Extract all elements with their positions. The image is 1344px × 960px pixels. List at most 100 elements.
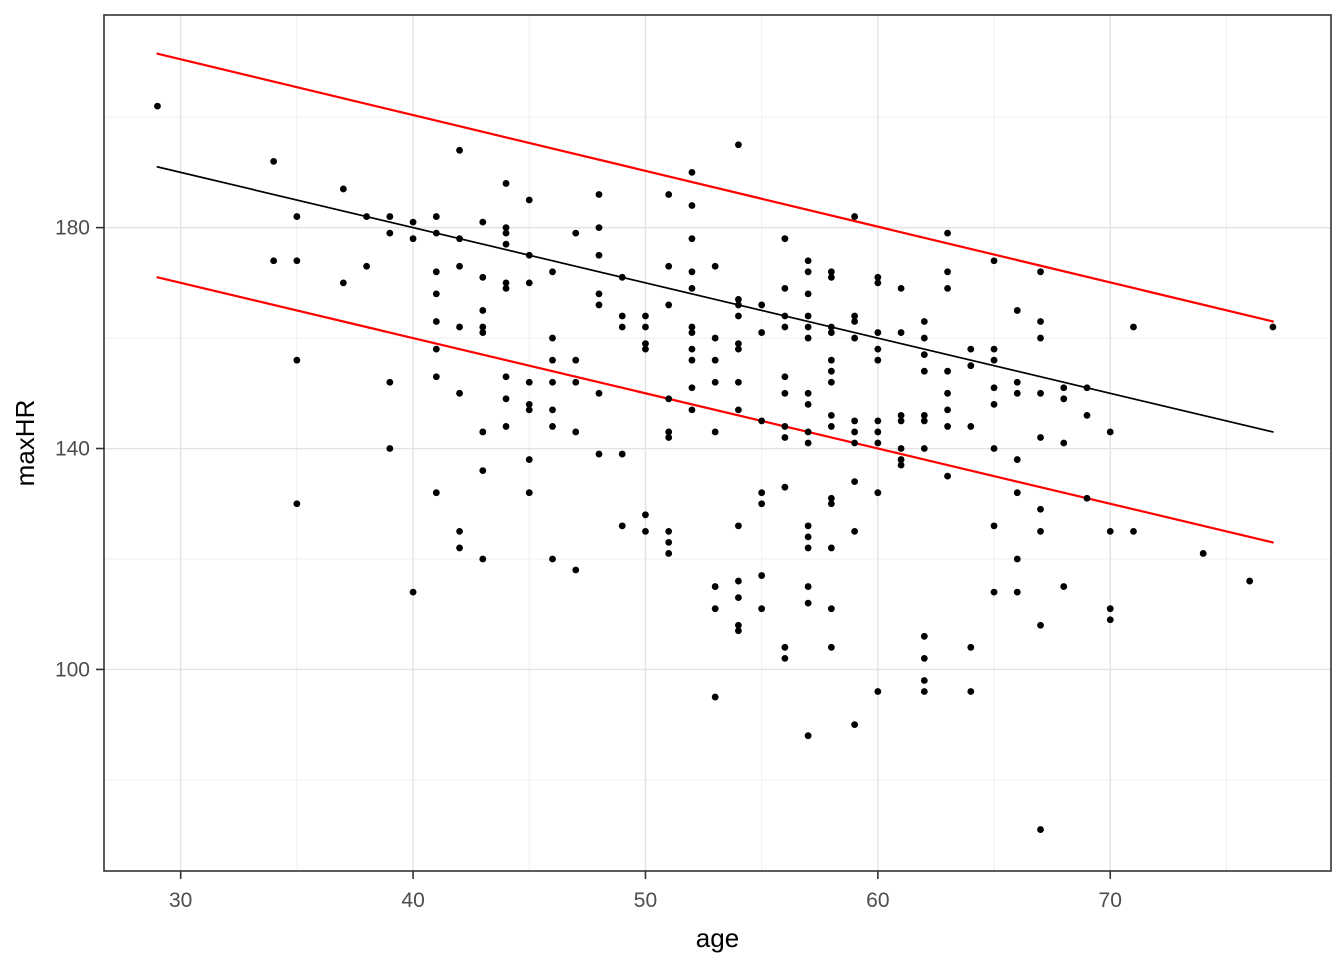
data-point bbox=[618, 522, 626, 530]
data-point bbox=[781, 373, 789, 381]
data-point bbox=[804, 544, 812, 552]
data-point bbox=[1106, 527, 1114, 535]
data-point bbox=[456, 389, 463, 397]
data-point bbox=[293, 213, 301, 220]
data-point bbox=[665, 434, 673, 441]
data-point bbox=[781, 423, 789, 430]
data-point bbox=[1013, 489, 1021, 497]
data-point bbox=[642, 340, 649, 347]
data-point bbox=[827, 494, 835, 502]
data-point bbox=[688, 284, 696, 292]
data-point bbox=[642, 323, 649, 331]
data-point bbox=[456, 262, 463, 270]
data-point bbox=[525, 196, 533, 204]
data-point bbox=[595, 224, 603, 232]
data-point bbox=[525, 489, 533, 497]
data-point bbox=[827, 268, 835, 276]
data-point bbox=[804, 400, 812, 408]
data-point bbox=[386, 213, 394, 220]
data-point bbox=[735, 312, 742, 320]
data-point bbox=[827, 367, 835, 375]
data-point bbox=[711, 583, 719, 590]
data-point bbox=[711, 693, 719, 701]
data-point bbox=[874, 688, 882, 695]
data-point bbox=[1037, 621, 1044, 629]
upper-prediction-line bbox=[156, 52, 1275, 323]
data-point bbox=[781, 643, 789, 651]
data-point bbox=[990, 522, 998, 530]
data-point bbox=[804, 257, 812, 265]
data-point bbox=[874, 439, 882, 447]
data-point bbox=[1037, 505, 1044, 513]
data-point bbox=[688, 384, 696, 392]
data-point bbox=[688, 329, 696, 336]
data-point bbox=[758, 572, 766, 579]
data-point bbox=[874, 279, 882, 287]
data-point bbox=[804, 732, 812, 740]
data-point bbox=[711, 262, 719, 270]
data-point bbox=[735, 345, 742, 353]
data-point bbox=[1037, 527, 1044, 535]
data-point bbox=[1130, 527, 1137, 535]
data-point bbox=[944, 472, 951, 480]
data-point bbox=[549, 334, 556, 342]
data-point bbox=[642, 527, 649, 535]
data-point bbox=[549, 406, 556, 414]
data-point bbox=[502, 224, 510, 232]
data-point bbox=[363, 213, 370, 220]
data-point bbox=[665, 301, 673, 309]
data-point bbox=[688, 168, 696, 176]
data-point bbox=[1013, 588, 1021, 596]
data-point bbox=[1037, 826, 1044, 833]
data-point bbox=[595, 389, 603, 397]
data-point bbox=[479, 218, 487, 226]
data-point bbox=[967, 643, 975, 651]
data-point bbox=[735, 594, 742, 602]
data-point bbox=[432, 229, 440, 237]
data-point bbox=[618, 323, 626, 331]
data-point bbox=[1130, 323, 1137, 331]
data-point bbox=[804, 533, 812, 541]
data-point bbox=[1060, 583, 1068, 590]
data-point bbox=[525, 400, 533, 408]
data-point bbox=[827, 423, 835, 430]
data-point bbox=[1037, 318, 1044, 325]
data-point bbox=[688, 235, 696, 243]
data-point bbox=[432, 373, 440, 381]
data-point bbox=[827, 378, 835, 386]
data-point bbox=[851, 417, 859, 425]
data-point bbox=[432, 213, 440, 220]
data-point bbox=[1106, 605, 1114, 613]
data-point bbox=[711, 428, 719, 436]
data-point bbox=[781, 389, 789, 397]
data-point bbox=[1083, 411, 1091, 419]
data-point bbox=[456, 544, 463, 552]
data-point bbox=[920, 367, 928, 375]
data-point bbox=[549, 378, 556, 386]
data-point bbox=[781, 312, 789, 320]
data-point bbox=[502, 284, 510, 292]
y-axis-tick-label: 180 bbox=[55, 217, 90, 240]
data-point bbox=[827, 500, 835, 508]
data-point bbox=[386, 378, 394, 386]
data-point bbox=[1037, 334, 1044, 342]
data-point bbox=[572, 356, 580, 364]
data-point bbox=[944, 284, 951, 292]
data-point bbox=[154, 102, 161, 110]
data-point bbox=[502, 229, 510, 237]
data-point bbox=[1013, 389, 1021, 397]
data-point bbox=[735, 621, 742, 629]
data-point bbox=[549, 555, 556, 563]
data-point bbox=[827, 605, 835, 613]
data-point bbox=[1037, 389, 1044, 397]
data-point bbox=[502, 180, 510, 187]
data-point bbox=[920, 318, 928, 325]
data-point bbox=[758, 301, 766, 309]
data-point bbox=[386, 229, 394, 237]
data-point bbox=[688, 345, 696, 353]
data-point bbox=[804, 583, 812, 590]
data-point bbox=[804, 522, 812, 530]
data-point bbox=[456, 323, 463, 331]
data-point bbox=[525, 406, 533, 414]
data-point bbox=[990, 345, 998, 353]
